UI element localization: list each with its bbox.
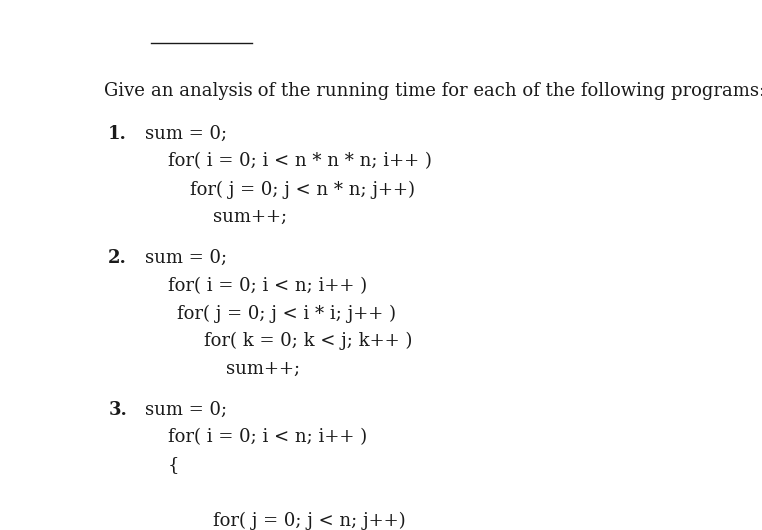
Text: sum++;: sum++;: [226, 360, 300, 378]
Text: for( j = 0; j < n * n; j++): for( j = 0; j < n * n; j++): [190, 180, 415, 199]
Text: sum = 0;: sum = 0;: [146, 249, 228, 267]
Text: sum++;: sum++;: [213, 208, 287, 226]
Text: for( j = 0; j < n; j++): for( j = 0; j < n; j++): [213, 511, 405, 530]
Text: of the running time for each of the following programs:: of the running time for each of the foll…: [252, 82, 762, 100]
Text: for( i = 0; i < n; i++ ): for( i = 0; i < n; i++ ): [168, 277, 367, 295]
Text: for( i = 0; i < n * n * n; i++ ): for( i = 0; i < n * n * n; i++ ): [168, 153, 432, 171]
Text: for( k = 0; k < j; k++ ): for( k = 0; k < j; k++ ): [203, 332, 412, 350]
Text: 3.: 3.: [108, 401, 127, 419]
Text: 2.: 2.: [108, 249, 127, 267]
Text: sum = 0;: sum = 0;: [146, 401, 228, 419]
Text: sum = 0;: sum = 0;: [146, 125, 228, 143]
Text: Give: Give: [104, 82, 151, 100]
Text: {: {: [168, 456, 179, 474]
Text: an analysis: an analysis: [151, 82, 252, 100]
Text: for( i = 0; i < n; i++ ): for( i = 0; i < n; i++ ): [168, 428, 367, 446]
Text: for( j = 0; j < i * i; j++ ): for( j = 0; j < i * i; j++ ): [177, 304, 396, 323]
Text: 1.: 1.: [108, 125, 127, 143]
